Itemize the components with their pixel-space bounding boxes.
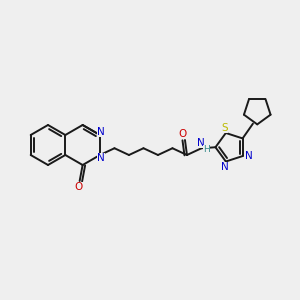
Text: O: O — [179, 129, 187, 139]
Text: N: N — [196, 138, 204, 148]
Text: S: S — [221, 123, 228, 133]
Text: H: H — [203, 145, 210, 154]
Text: N: N — [221, 161, 229, 172]
Text: N: N — [97, 153, 105, 163]
Text: N: N — [245, 151, 253, 161]
Text: O: O — [74, 182, 83, 192]
Text: N: N — [97, 127, 105, 137]
